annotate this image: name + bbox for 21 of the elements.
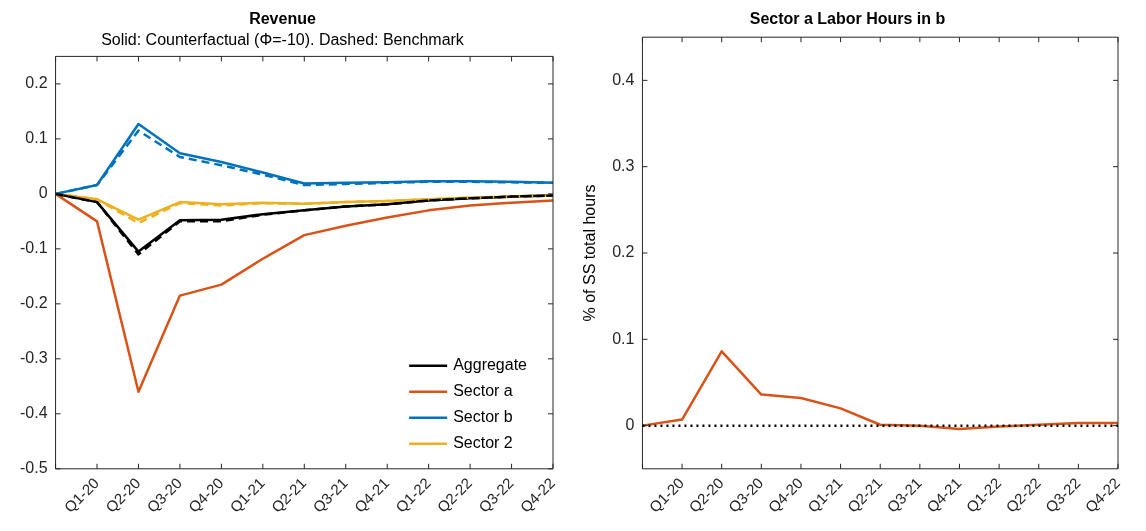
y-tick-label: -0.5 xyxy=(19,459,48,477)
y-tick-label: 0.1 xyxy=(25,129,48,147)
y-tick-label: 0.3 xyxy=(612,157,635,175)
y-tick-label: 0.2 xyxy=(612,243,635,261)
chart-title: Sector a Labor Hours in b xyxy=(749,10,946,28)
chart-subtitle: Solid: Counterfactual (Φ=-10). Dashed: Benchmark xyxy=(101,31,465,49)
y-tick-label: 0.4 xyxy=(612,70,635,88)
y-tick-label: -0.3 xyxy=(19,349,48,367)
legend-label: Sector b xyxy=(453,408,513,426)
legend-label: Aggregate xyxy=(453,356,528,374)
legend-label: Sector a xyxy=(453,382,513,400)
chart-title: Revenue xyxy=(249,10,316,28)
y-tick-label: -0.4 xyxy=(19,404,48,422)
y-tick-label: -0.2 xyxy=(19,294,48,312)
y-tick-label: 0 xyxy=(625,416,635,434)
y-axis-title: % of SS total hours xyxy=(581,184,599,322)
y-tick-label: -0.1 xyxy=(19,239,48,257)
y-tick-label: 0 xyxy=(38,184,48,202)
y-tick-label: 0.2 xyxy=(25,74,48,92)
y-tick-label: 0.1 xyxy=(612,329,635,347)
legend-label: Sector 2 xyxy=(453,434,513,452)
